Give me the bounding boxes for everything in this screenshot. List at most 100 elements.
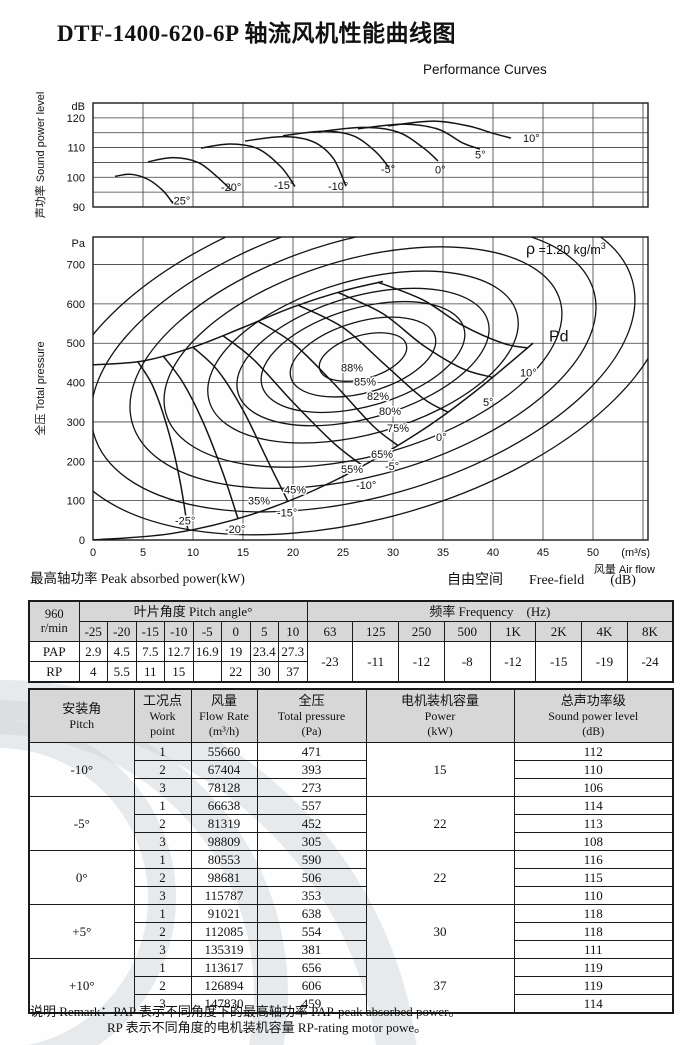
curve-label: 5°	[475, 150, 486, 162]
y-tick-label: 200	[67, 456, 85, 468]
column-header: 工况点 Work point	[133, 688, 192, 743]
efficiency-label: 82%	[367, 391, 389, 403]
frequency-band: 125	[352, 621, 400, 642]
efficiency-label: 75%	[387, 423, 409, 435]
flow-rate-cell: 66638	[190, 796, 258, 815]
column-header-line: (dB)	[582, 723, 605, 738]
curve-label: -10°	[328, 181, 348, 193]
flow-rate-cell: 113617	[190, 958, 258, 977]
curve-0°	[317, 126, 439, 162]
x-tick-label: 0	[90, 547, 96, 559]
flow-rate-cell: 81319	[190, 814, 258, 833]
work-point-cell: 1	[133, 850, 192, 869]
column-header-line: Work	[149, 709, 176, 724]
pitch-angle-label: -15°	[277, 507, 297, 519]
sound-power-cell: 119	[513, 958, 674, 977]
frequency-correction-value: -8	[443, 641, 491, 683]
frequency-band: 250	[398, 621, 445, 642]
sound-power-curves	[114, 120, 512, 204]
y-tick-label: 100	[67, 496, 85, 508]
motor-power-cell: 37	[365, 958, 515, 1014]
y-tick-label: 400	[67, 378, 85, 390]
y-tick-label: 300	[67, 417, 85, 429]
work-point-table: 安装角 Pitch 工况点 Work point 风量 Flow Rate (m³/h) 全压 T…	[28, 688, 674, 1014]
column-header: 安装角 Pitch	[28, 688, 135, 743]
curve-label: 10°	[523, 133, 540, 145]
pitch-angle-cell: +10°	[28, 958, 135, 1014]
column-header-line: Flow Rate	[199, 709, 249, 724]
y-tick-label: 90	[73, 202, 85, 214]
total-pressure-cell: 554	[256, 922, 367, 941]
pitch-angle-value: -5	[192, 621, 222, 642]
total-pressure-cell: 273	[256, 778, 367, 797]
total-pressure-cell: 452	[256, 814, 367, 833]
chart-grid	[93, 103, 648, 207]
total-pressure-cell: 459	[256, 994, 367, 1014]
curve--5°	[282, 130, 390, 169]
y-axis-title: 全压 Total pressure	[33, 341, 47, 435]
pitch-curve--25°	[137, 361, 189, 532]
flow-rate-cell: 112085	[190, 922, 258, 941]
flow-rate-cell: 78128	[190, 778, 258, 797]
column-header: 总声功率级 Sound power level (dB)	[513, 688, 674, 743]
rp-row-label: RP	[28, 661, 80, 683]
sound-power-cell: 108	[513, 832, 674, 851]
total-pressure-cell: 506	[256, 868, 367, 887]
pitch-angle-cell: -5°	[28, 796, 135, 851]
efficiency-label: 88%	[341, 363, 363, 375]
efficiency-contour-35%	[93, 237, 648, 536]
rp-value: 30	[249, 661, 279, 683]
rpm-value: 960	[44, 607, 64, 622]
work-point-cell: 3	[133, 886, 192, 905]
work-point-cell: 1	[133, 904, 192, 923]
pitch-curve-5°	[337, 291, 494, 379]
sound-power-cell: 110	[513, 886, 674, 905]
work-point-cell: 3	[133, 778, 192, 797]
efficiency-contour-55%	[129, 237, 597, 490]
chart-border	[92, 102, 649, 208]
y-tick-label: 600	[67, 299, 85, 311]
curve-label: -15°	[274, 180, 294, 192]
frequency-correction-value: -19	[581, 641, 628, 683]
total-pressure-cell: 393	[256, 760, 367, 779]
sound-power-cell: 110	[513, 760, 674, 779]
frequency-band: 4K	[581, 621, 628, 642]
pitch-curve--10°	[222, 335, 364, 467]
pap-value: 23.4	[249, 641, 279, 662]
work-point-cell: 3	[133, 832, 192, 851]
work-point-cell: 2	[133, 814, 192, 833]
work-point-cell: 1	[133, 742, 192, 761]
pitch-angle-label: 5°	[483, 397, 494, 409]
y-tick-label: 0	[79, 535, 85, 547]
x-tick-label: 35	[437, 547, 449, 559]
peak-power-caption: 最高轴功率 Peak absorbed power(kW)	[30, 571, 245, 586]
column-header-line: Sound power level	[548, 709, 639, 724]
dynamic-pressure-curve	[93, 342, 534, 540]
motor-power-cell: 22	[365, 796, 515, 851]
pitch-angle-label: -10°	[356, 480, 376, 492]
rp-value: 4	[78, 661, 108, 683]
flow-rate-cell: 135319	[190, 940, 258, 959]
pap-value: 16.9	[192, 641, 222, 662]
total-pressure-cell: 638	[256, 904, 367, 923]
column-header-line: (m³/h)	[208, 723, 240, 738]
column-header-line: Power	[424, 709, 456, 724]
rp-value: 15	[164, 661, 194, 683]
total-pressure-cell: 305	[256, 832, 367, 851]
pitch-angle-value: 10	[278, 621, 308, 642]
frequency-correction-value: -12	[489, 641, 537, 683]
frequency-correction-value: -11	[352, 641, 400, 683]
efficiency-label: 55%	[341, 464, 363, 476]
pitch-angle-label: 10°	[520, 367, 537, 379]
pitch-angle-value: -15	[135, 621, 165, 642]
sound-power-cell: 114	[513, 796, 674, 815]
frequency-band: 63	[306, 621, 354, 642]
pitch-angle-cell: -10°	[28, 742, 135, 797]
free-field-caption: 自由空间 Free-field (dB)	[447, 569, 662, 589]
frequency-band: 8K	[626, 621, 674, 642]
work-point-cell: 2	[133, 760, 192, 779]
efficiency-contour-82%	[260, 300, 466, 414]
page-title: DTF-1400-620-6P 轴流风机性能曲线图	[57, 21, 457, 46]
pitch-angle-cell: 0°	[28, 850, 135, 905]
x-tick-label: 50	[587, 547, 599, 559]
